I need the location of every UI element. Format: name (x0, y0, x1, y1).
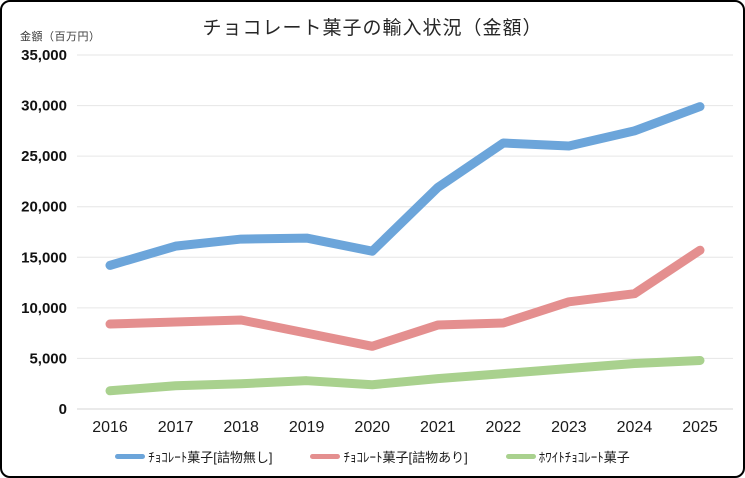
x-tick-label: 2019 (289, 419, 325, 436)
legend-label: ﾁｮｺﾚｰﾄ菓子[詰物あり] (343, 450, 468, 465)
legend-marker (310, 454, 341, 459)
legend-label: ﾁｮｺﾚｰﾄ菓子[詰物無し] (148, 450, 273, 465)
y-tick-label: 5,000 (29, 350, 67, 367)
legend-item: ﾁｮｺﾚｰﾄ菓子[詰物あり] (310, 447, 468, 466)
legend-item: ﾎﾜｲﾄﾁｮｺﾚｰﾄ菓子 (505, 447, 630, 466)
x-tick-label: 2018 (223, 419, 259, 436)
x-tick-label: 2024 (617, 419, 653, 436)
series-line (105, 245, 705, 351)
legend-marker (505, 454, 536, 459)
x-tick-label: 2017 (158, 419, 194, 436)
y-tick-label: 10,000 (21, 300, 67, 317)
legend-marker (115, 454, 146, 459)
legend-label: ﾎﾜｲﾄﾁｮｺﾚｰﾄ菓子 (538, 450, 630, 465)
x-tick-label: 2025 (682, 419, 718, 436)
x-tick-label: 2023 (551, 419, 587, 436)
y-tick-label: 35,000 (21, 47, 67, 64)
series-line (105, 355, 705, 396)
y-tick-label: 0 (59, 401, 67, 418)
y-tick-label: 20,000 (21, 199, 67, 216)
x-tick-label: 2016 (92, 419, 128, 436)
x-tick-label: 2020 (354, 419, 390, 436)
y-tick-label: 30,000 (21, 98, 67, 115)
series-line (105, 102, 705, 270)
y-tick-label: 25,000 (21, 148, 67, 165)
legend-item: ﾁｮｺﾚｰﾄ菓子[詰物無し] (115, 447, 272, 466)
x-tick-label: 2021 (420, 419, 456, 436)
y-axis-unit-label: 金額（百万円） (20, 31, 101, 43)
y-tick-label: 15,000 (21, 249, 67, 266)
chart-title: チョコレート菓子の輸入状況（金額） (202, 18, 543, 39)
x-tick-label: 2022 (486, 419, 522, 436)
legend: ﾁｮｺﾚｰﾄ菓子[詰物無し] ﾁｮｺﾚｰﾄ菓子[詰物あり] ﾎﾜｲﾄﾁｮｺﾚｰﾄ菓子 (2, 447, 743, 466)
